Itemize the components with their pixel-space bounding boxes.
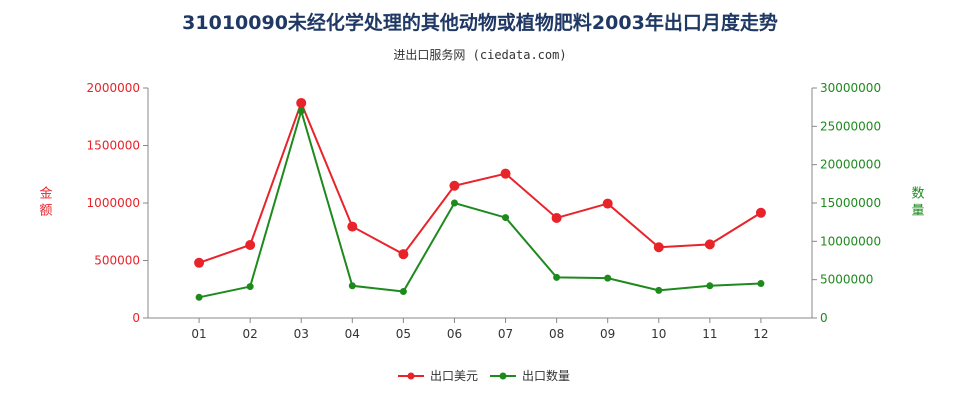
legend-label-2: 出口数量 xyxy=(522,368,570,383)
data-point-s1-08 xyxy=(551,212,562,223)
x-tick-label: 02 xyxy=(243,327,258,341)
data-point-s2-10 xyxy=(655,286,663,294)
left-axis-title: 金额 xyxy=(37,185,53,220)
data-point-s2-02 xyxy=(246,283,254,291)
data-point-s1-07 xyxy=(500,168,511,179)
legend-swatch-marker-1 xyxy=(407,372,415,380)
x-tick-label: 11 xyxy=(702,327,717,341)
x-tick-label: 01 xyxy=(191,327,206,341)
right-tick-label: 30000000 xyxy=(820,81,881,95)
right-tick-label: 25000000 xyxy=(820,119,881,133)
data-point-s2-09 xyxy=(604,274,612,282)
chart-subtitle: 进出口服务网 (ciedata.com) xyxy=(393,48,567,62)
data-point-s2-06 xyxy=(450,199,458,207)
x-tick-label: 03 xyxy=(294,327,309,341)
data-point-s1-09 xyxy=(602,198,613,209)
left-tick-label: 1000000 xyxy=(87,196,140,210)
data-point-s2-12 xyxy=(757,280,765,287)
right-axis-title: 数量 xyxy=(909,186,925,220)
right-tick-label: 0 xyxy=(820,311,828,325)
data-point-s1-05 xyxy=(398,249,409,260)
right-tick-label: 20000000 xyxy=(820,158,881,172)
data-point-s2-05 xyxy=(399,288,407,296)
data-point-s1-06 xyxy=(449,180,460,191)
series-line-1 xyxy=(198,100,762,264)
x-tick-label: 05 xyxy=(396,327,411,341)
legend-label-1: 出口美元 xyxy=(430,369,478,383)
series-line-2 xyxy=(198,107,761,299)
legend-swatch-marker-2 xyxy=(499,372,507,380)
x-tick-label: 07 xyxy=(498,327,513,341)
right-tick-label: 10000000 xyxy=(820,234,881,248)
data-point-s2-07 xyxy=(502,214,510,222)
left-tick-label: 1500000 xyxy=(87,139,140,153)
data-point-s1-04 xyxy=(347,221,358,232)
chart-title: 31010090未经化学处理的其他动物或植物肥料2003年出口月度走势 xyxy=(182,12,778,34)
data-point-s1-10 xyxy=(653,242,664,253)
x-tick-label: 08 xyxy=(549,327,564,341)
axes-layer: 0500000100000015000002000000050000001000… xyxy=(37,81,925,341)
x-tick-label: 06 xyxy=(447,327,462,341)
data-point-s1-03 xyxy=(296,97,307,108)
series-layer xyxy=(194,97,766,301)
data-point-s1-01 xyxy=(194,257,205,268)
data-point-s1-11 xyxy=(704,239,715,250)
x-tick-label: 04 xyxy=(345,327,360,341)
data-point-s1-12 xyxy=(755,207,766,218)
data-point-s2-04 xyxy=(348,282,356,290)
x-tick-label: 12 xyxy=(753,327,768,341)
data-point-s2-11 xyxy=(706,282,714,290)
right-tick-label: 15000000 xyxy=(820,196,881,210)
data-point-s1-02 xyxy=(245,239,256,250)
legend: 出口美元 出口数量 xyxy=(398,368,570,383)
x-tick-label: 09 xyxy=(600,327,615,341)
data-point-s2-03 xyxy=(297,107,305,115)
x-tick-label: 10 xyxy=(651,327,666,341)
data-point-s2-01 xyxy=(195,293,203,301)
right-tick-label: 5000000 xyxy=(820,273,873,287)
data-point-s2-08 xyxy=(553,273,561,281)
left-tick-label: 2000000 xyxy=(87,81,140,95)
left-tick-label: 500000 xyxy=(94,254,140,268)
left-tick-label: 0 xyxy=(132,311,140,325)
